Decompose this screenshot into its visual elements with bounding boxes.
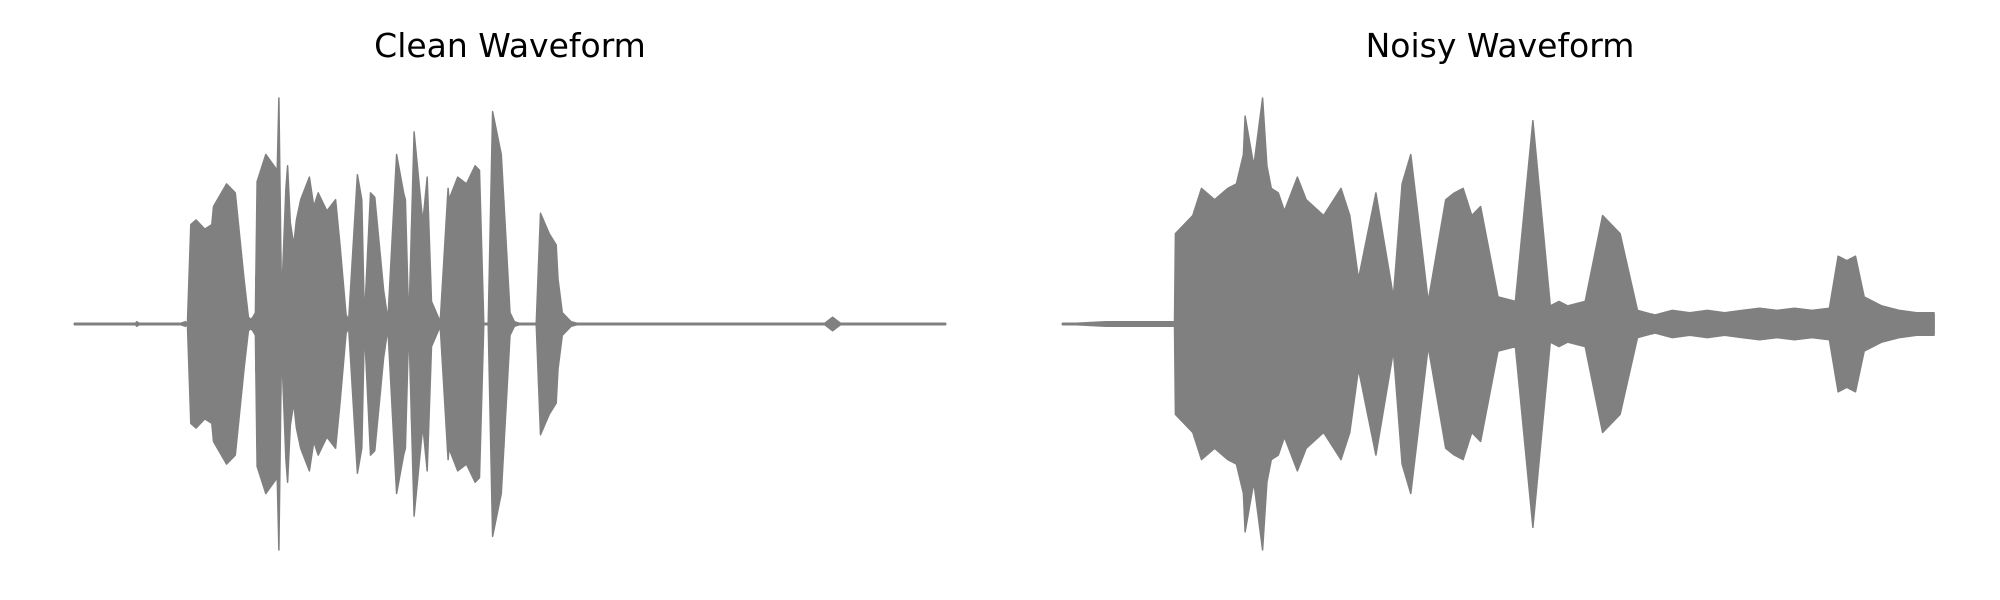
- noisy-waveform-panel: Noisy Waveform: [1061, 26, 1935, 551]
- clean-waveform-panel: Clean Waveform: [73, 26, 947, 551]
- clean-waveform-plot: [73, 97, 947, 551]
- noisy-waveform-title: Noisy Waveform: [1366, 26, 1635, 65]
- noisy-waveform-plot: [1061, 97, 1935, 551]
- noisy-waveform-samples: [1062, 124, 1935, 524]
- clean-waveform-title: Clean Waveform: [374, 26, 646, 65]
